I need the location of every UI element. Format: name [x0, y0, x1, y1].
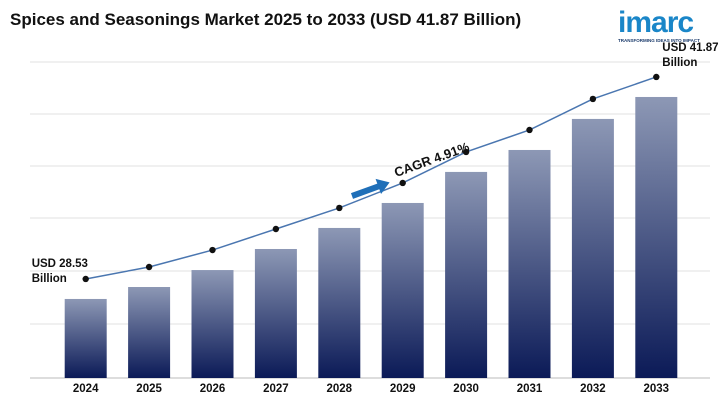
x-tick-label: 2031 — [517, 383, 543, 395]
trend-point — [589, 95, 597, 103]
x-tick-label: 2032 — [580, 383, 606, 395]
trend-line — [85, 76, 657, 280]
x-tick-label: 2028 — [327, 383, 353, 395]
x-tick-label: 2024 — [73, 383, 99, 395]
bar — [635, 96, 678, 378]
logo-tagline: TRANSFORMING IDEAS INTO IMPACT — [618, 38, 700, 43]
bar — [128, 287, 171, 378]
trend-point — [145, 263, 153, 271]
trend-point — [272, 225, 280, 233]
bar — [254, 248, 297, 378]
bar — [64, 298, 107, 378]
bar — [445, 171, 488, 378]
bar — [508, 149, 551, 378]
x-tick-label: 2033 — [644, 383, 670, 395]
x-tick-label: 2026 — [200, 383, 226, 395]
chart-title: Spices and Seasonings Market 2025 to 203… — [10, 10, 522, 29]
trend-point — [82, 275, 89, 283]
trend-point — [209, 246, 216, 254]
x-tick-label: 2029 — [390, 383, 416, 395]
x-tick-label: 2027 — [263, 383, 289, 395]
trend-point — [399, 179, 406, 187]
x-tick-label: 2030 — [453, 383, 479, 395]
trend-point — [653, 73, 660, 81]
annotation: USD 28.53 Billion — [31, 257, 88, 285]
bar — [381, 202, 424, 378]
annotation: USD 41.87 Billion — [662, 41, 719, 69]
bar — [191, 270, 234, 378]
trend-point — [526, 126, 533, 134]
logo-name: imarc — [618, 6, 694, 39]
cagr-arrow — [350, 178, 390, 199]
trend-point — [462, 148, 470, 156]
bar — [571, 118, 614, 378]
x-tick-label: 2025 — [136, 383, 162, 395]
trend-point — [336, 204, 343, 212]
logo: imarc TRANSFORMING IDEAS INTO IMPACT — [618, 6, 700, 44]
bar — [318, 227, 361, 378]
